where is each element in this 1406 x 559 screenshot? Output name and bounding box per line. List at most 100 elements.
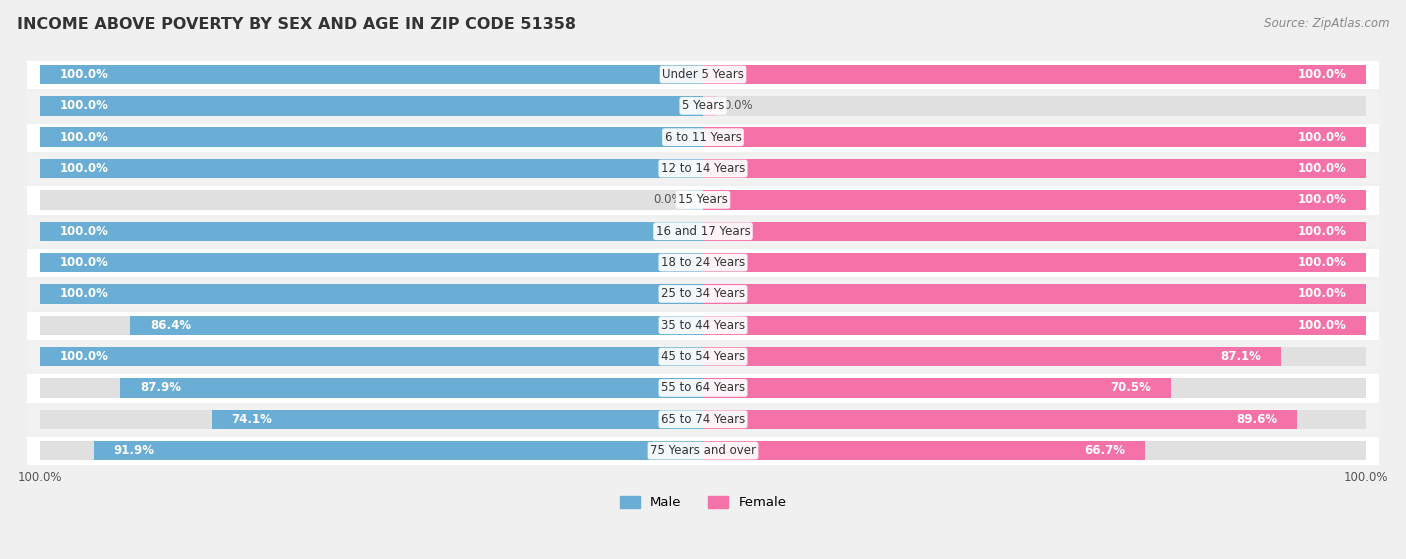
Text: 100.0%: 100.0%: [1298, 256, 1347, 269]
Text: 35 to 44 Years: 35 to 44 Years: [661, 319, 745, 331]
Text: 100.0%: 100.0%: [18, 471, 62, 484]
Bar: [27, 184, 1379, 216]
Bar: [39, 410, 703, 429]
Text: 12 to 14 Years: 12 to 14 Years: [661, 162, 745, 175]
Text: Source: ZipAtlas.com: Source: ZipAtlas.com: [1264, 17, 1389, 30]
Text: 0.0%: 0.0%: [654, 193, 683, 206]
Bar: [703, 127, 1367, 147]
Text: 100.0%: 100.0%: [1344, 471, 1388, 484]
Legend: Male, Female: Male, Female: [614, 490, 792, 514]
Bar: [703, 441, 1146, 461]
Bar: [27, 216, 1379, 247]
Bar: [39, 159, 703, 178]
Bar: [703, 284, 1367, 304]
Bar: [211, 410, 703, 429]
Text: 100.0%: 100.0%: [59, 100, 108, 112]
Bar: [703, 96, 716, 116]
Bar: [703, 190, 1367, 210]
Text: 100.0%: 100.0%: [59, 131, 108, 144]
Text: 91.9%: 91.9%: [114, 444, 155, 457]
Text: 100.0%: 100.0%: [1298, 287, 1347, 300]
Text: 66.7%: 66.7%: [1084, 444, 1125, 457]
Text: Under 5 Years: Under 5 Years: [662, 68, 744, 81]
Text: 87.9%: 87.9%: [141, 381, 181, 395]
Bar: [27, 372, 1379, 404]
Bar: [39, 96, 703, 116]
Bar: [703, 315, 1367, 335]
Bar: [27, 341, 1379, 372]
Text: 70.5%: 70.5%: [1109, 381, 1150, 395]
Text: 100.0%: 100.0%: [59, 256, 108, 269]
Bar: [27, 404, 1379, 435]
Bar: [703, 441, 1367, 461]
Bar: [39, 315, 703, 335]
Bar: [703, 315, 1367, 335]
Text: 74.1%: 74.1%: [232, 413, 273, 426]
Text: 89.6%: 89.6%: [1236, 413, 1277, 426]
Bar: [703, 127, 1367, 147]
Text: 5 Years: 5 Years: [682, 100, 724, 112]
Bar: [129, 315, 703, 335]
Text: 100.0%: 100.0%: [1298, 162, 1347, 175]
Bar: [703, 159, 1367, 178]
Bar: [703, 378, 1367, 397]
Bar: [39, 347, 703, 366]
Text: 100.0%: 100.0%: [59, 162, 108, 175]
Text: 16 and 17 Years: 16 and 17 Years: [655, 225, 751, 238]
Bar: [39, 441, 703, 461]
Text: 6 to 11 Years: 6 to 11 Years: [665, 131, 741, 144]
Text: 100.0%: 100.0%: [1298, 131, 1347, 144]
Bar: [39, 253, 703, 272]
Bar: [39, 96, 703, 116]
Text: 100.0%: 100.0%: [59, 225, 108, 238]
Bar: [703, 253, 1367, 272]
Bar: [27, 310, 1379, 341]
Bar: [703, 221, 1367, 241]
Bar: [39, 127, 703, 147]
Bar: [27, 435, 1379, 466]
Bar: [39, 221, 703, 241]
Text: 55 to 64 Years: 55 to 64 Years: [661, 381, 745, 395]
Bar: [27, 278, 1379, 310]
Bar: [703, 347, 1281, 366]
Bar: [703, 284, 1367, 304]
Text: 100.0%: 100.0%: [59, 287, 108, 300]
Bar: [27, 121, 1379, 153]
Bar: [703, 347, 1367, 366]
Bar: [27, 247, 1379, 278]
Bar: [94, 441, 703, 461]
Text: 86.4%: 86.4%: [150, 319, 191, 331]
Bar: [27, 153, 1379, 184]
Text: 45 to 54 Years: 45 to 54 Years: [661, 350, 745, 363]
Bar: [39, 347, 703, 366]
Bar: [703, 410, 1298, 429]
Bar: [703, 159, 1367, 178]
Bar: [39, 190, 703, 210]
Bar: [703, 221, 1367, 241]
Text: 75 Years and over: 75 Years and over: [650, 444, 756, 457]
Bar: [703, 253, 1367, 272]
Bar: [39, 127, 703, 147]
Text: 100.0%: 100.0%: [1298, 68, 1347, 81]
Bar: [27, 90, 1379, 121]
Text: 65 to 74 Years: 65 to 74 Years: [661, 413, 745, 426]
Bar: [39, 284, 703, 304]
Text: 15 Years: 15 Years: [678, 193, 728, 206]
Text: 0.0%: 0.0%: [723, 100, 752, 112]
Bar: [27, 59, 1379, 90]
Bar: [39, 284, 703, 304]
Text: 87.1%: 87.1%: [1220, 350, 1261, 363]
Text: 100.0%: 100.0%: [1298, 193, 1347, 206]
Bar: [39, 159, 703, 178]
Bar: [703, 190, 1367, 210]
Bar: [39, 65, 703, 84]
Bar: [690, 190, 703, 210]
Text: 25 to 34 Years: 25 to 34 Years: [661, 287, 745, 300]
Bar: [39, 221, 703, 241]
Bar: [120, 378, 703, 397]
Text: 100.0%: 100.0%: [59, 68, 108, 81]
Text: 100.0%: 100.0%: [1298, 225, 1347, 238]
Text: INCOME ABOVE POVERTY BY SEX AND AGE IN ZIP CODE 51358: INCOME ABOVE POVERTY BY SEX AND AGE IN Z…: [17, 17, 576, 32]
Bar: [703, 410, 1367, 429]
Bar: [703, 378, 1171, 397]
